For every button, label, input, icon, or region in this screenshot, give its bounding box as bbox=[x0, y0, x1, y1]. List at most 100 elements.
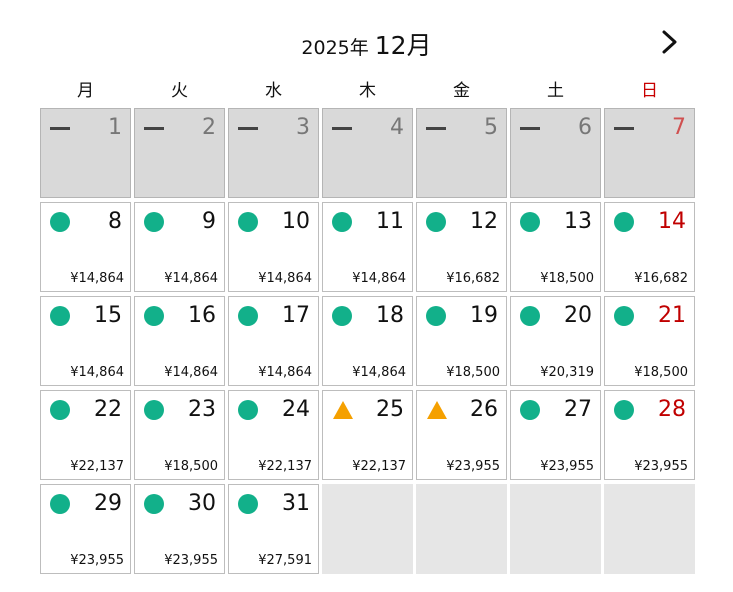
day-number: 20 bbox=[564, 303, 592, 328]
day-number: 24 bbox=[282, 397, 310, 422]
calendar-day-6: 6 bbox=[510, 108, 601, 198]
calendar-day-31[interactable]: 31 ¥27,591 bbox=[228, 484, 319, 574]
calendar-day-29[interactable]: 29 ¥23,955 bbox=[40, 484, 131, 574]
available-circle-icon bbox=[50, 494, 70, 514]
calendar-day-1: 1 bbox=[40, 108, 131, 198]
day-price: ¥22,137 bbox=[258, 459, 312, 474]
calendar-day-21[interactable]: 21 ¥18,500 bbox=[604, 296, 695, 386]
calendar-header: 2025年 12月 bbox=[0, 26, 733, 66]
day-price: ¥22,137 bbox=[70, 459, 124, 474]
day-number: 30 bbox=[188, 491, 216, 516]
day-price: ¥14,864 bbox=[258, 365, 312, 380]
day-number: 29 bbox=[94, 491, 122, 516]
day-price: ¥16,682 bbox=[634, 271, 688, 286]
unavailable-dash-icon bbox=[332, 118, 352, 138]
weekday-sunday: 日 bbox=[641, 81, 658, 101]
calendar-day-22[interactable]: 22 ¥22,137 bbox=[40, 390, 131, 480]
day-number: 9 bbox=[202, 209, 216, 234]
calendar-grid: 1 2 3 4 5 6 7 8 ¥14,864 9 ¥14,864 10 ¥14,864 11 ¥14,86… bbox=[40, 108, 695, 578]
day-number: 18 bbox=[376, 303, 404, 328]
calendar-cell-empty bbox=[510, 484, 601, 574]
day-number: 13 bbox=[564, 209, 592, 234]
calendar-day-28[interactable]: 28 ¥23,955 bbox=[604, 390, 695, 480]
calendar-day-9[interactable]: 9 ¥14,864 bbox=[134, 202, 225, 292]
available-circle-icon bbox=[50, 400, 70, 420]
day-price: ¥20,319 bbox=[540, 365, 594, 380]
calendar-day-24[interactable]: 24 ¥22,137 bbox=[228, 390, 319, 480]
calendar-day-20[interactable]: 20 ¥20,319 bbox=[510, 296, 601, 386]
next-month-button[interactable] bbox=[652, 26, 686, 60]
unavailable-dash-icon bbox=[238, 118, 258, 138]
calendar-day-13[interactable]: 13 ¥18,500 bbox=[510, 202, 601, 292]
day-number: 17 bbox=[282, 303, 310, 328]
calendar-day-11[interactable]: 11 ¥14,864 bbox=[322, 202, 413, 292]
day-number: 25 bbox=[376, 397, 404, 422]
day-number: 28 bbox=[658, 397, 686, 422]
weekday-thursday: 木 bbox=[359, 81, 376, 101]
calendar-day-14[interactable]: 14 ¥16,682 bbox=[604, 202, 695, 292]
day-number: 23 bbox=[188, 397, 216, 422]
weekday-tuesday: 火 bbox=[171, 81, 188, 101]
calendar-day-18[interactable]: 18 ¥14,864 bbox=[322, 296, 413, 386]
day-price: ¥18,500 bbox=[164, 459, 218, 474]
day-price: ¥14,864 bbox=[258, 271, 312, 286]
weekday-header-row: 月火水木金土日 bbox=[40, 78, 694, 104]
available-circle-icon bbox=[426, 212, 446, 232]
available-circle-icon bbox=[520, 212, 540, 232]
weekday-monday: 月 bbox=[77, 81, 94, 101]
day-number: 8 bbox=[108, 209, 122, 234]
day-number: 5 bbox=[484, 115, 498, 140]
day-price: ¥18,500 bbox=[634, 365, 688, 380]
calendar-day-16[interactable]: 16 ¥14,864 bbox=[134, 296, 225, 386]
day-number: 4 bbox=[390, 115, 404, 140]
weekday-friday: 金 bbox=[453, 81, 470, 101]
day-price: ¥14,864 bbox=[164, 365, 218, 380]
available-circle-icon bbox=[144, 400, 164, 420]
day-number: 12 bbox=[470, 209, 498, 234]
available-circle-icon bbox=[50, 212, 70, 232]
day-price: ¥23,955 bbox=[164, 553, 218, 568]
calendar-day-8[interactable]: 8 ¥14,864 bbox=[40, 202, 131, 292]
day-number: 21 bbox=[658, 303, 686, 328]
calendar-day-27[interactable]: 27 ¥23,955 bbox=[510, 390, 601, 480]
day-number: 31 bbox=[282, 491, 310, 516]
available-circle-icon bbox=[238, 306, 258, 326]
available-circle-icon bbox=[50, 306, 70, 326]
day-number: 2 bbox=[202, 115, 216, 140]
day-price: ¥14,864 bbox=[70, 271, 124, 286]
available-circle-icon bbox=[144, 494, 164, 514]
unavailable-dash-icon bbox=[144, 118, 164, 138]
available-circle-icon bbox=[332, 306, 352, 326]
calendar-day-25[interactable]: 25 ¥22,137 bbox=[322, 390, 413, 480]
calendar-day-2: 2 bbox=[134, 108, 225, 198]
day-price: ¥18,500 bbox=[446, 365, 500, 380]
calendar-day-5: 5 bbox=[416, 108, 507, 198]
month-label: 12月 bbox=[374, 31, 432, 60]
calendar-cell-empty bbox=[322, 484, 413, 574]
day-number: 6 bbox=[578, 115, 592, 140]
calendar-day-12[interactable]: 12 ¥16,682 bbox=[416, 202, 507, 292]
day-price: ¥16,682 bbox=[446, 271, 500, 286]
day-number: 11 bbox=[376, 209, 404, 234]
calendar-day-17[interactable]: 17 ¥14,864 bbox=[228, 296, 319, 386]
calendar-day-3: 3 bbox=[228, 108, 319, 198]
day-price: ¥27,591 bbox=[258, 553, 312, 568]
day-number: 3 bbox=[296, 115, 310, 140]
limited-availability-triangle-icon bbox=[332, 400, 353, 420]
available-circle-icon bbox=[520, 306, 540, 326]
day-price: ¥18,500 bbox=[540, 271, 594, 286]
day-number: 27 bbox=[564, 397, 592, 422]
calendar-day-15[interactable]: 15 ¥14,864 bbox=[40, 296, 131, 386]
day-price: ¥22,137 bbox=[352, 459, 406, 474]
available-circle-icon bbox=[332, 212, 352, 232]
calendar-day-23[interactable]: 23 ¥18,500 bbox=[134, 390, 225, 480]
available-circle-icon bbox=[144, 306, 164, 326]
calendar-day-19[interactable]: 19 ¥18,500 bbox=[416, 296, 507, 386]
chevron-right-icon bbox=[662, 30, 677, 54]
day-number: 16 bbox=[188, 303, 216, 328]
day-number: 1 bbox=[108, 115, 122, 140]
calendar-day-10[interactable]: 10 ¥14,864 bbox=[228, 202, 319, 292]
day-number: 10 bbox=[282, 209, 310, 234]
calendar-day-30[interactable]: 30 ¥23,955 bbox=[134, 484, 225, 574]
calendar-day-26[interactable]: 26 ¥23,955 bbox=[416, 390, 507, 480]
